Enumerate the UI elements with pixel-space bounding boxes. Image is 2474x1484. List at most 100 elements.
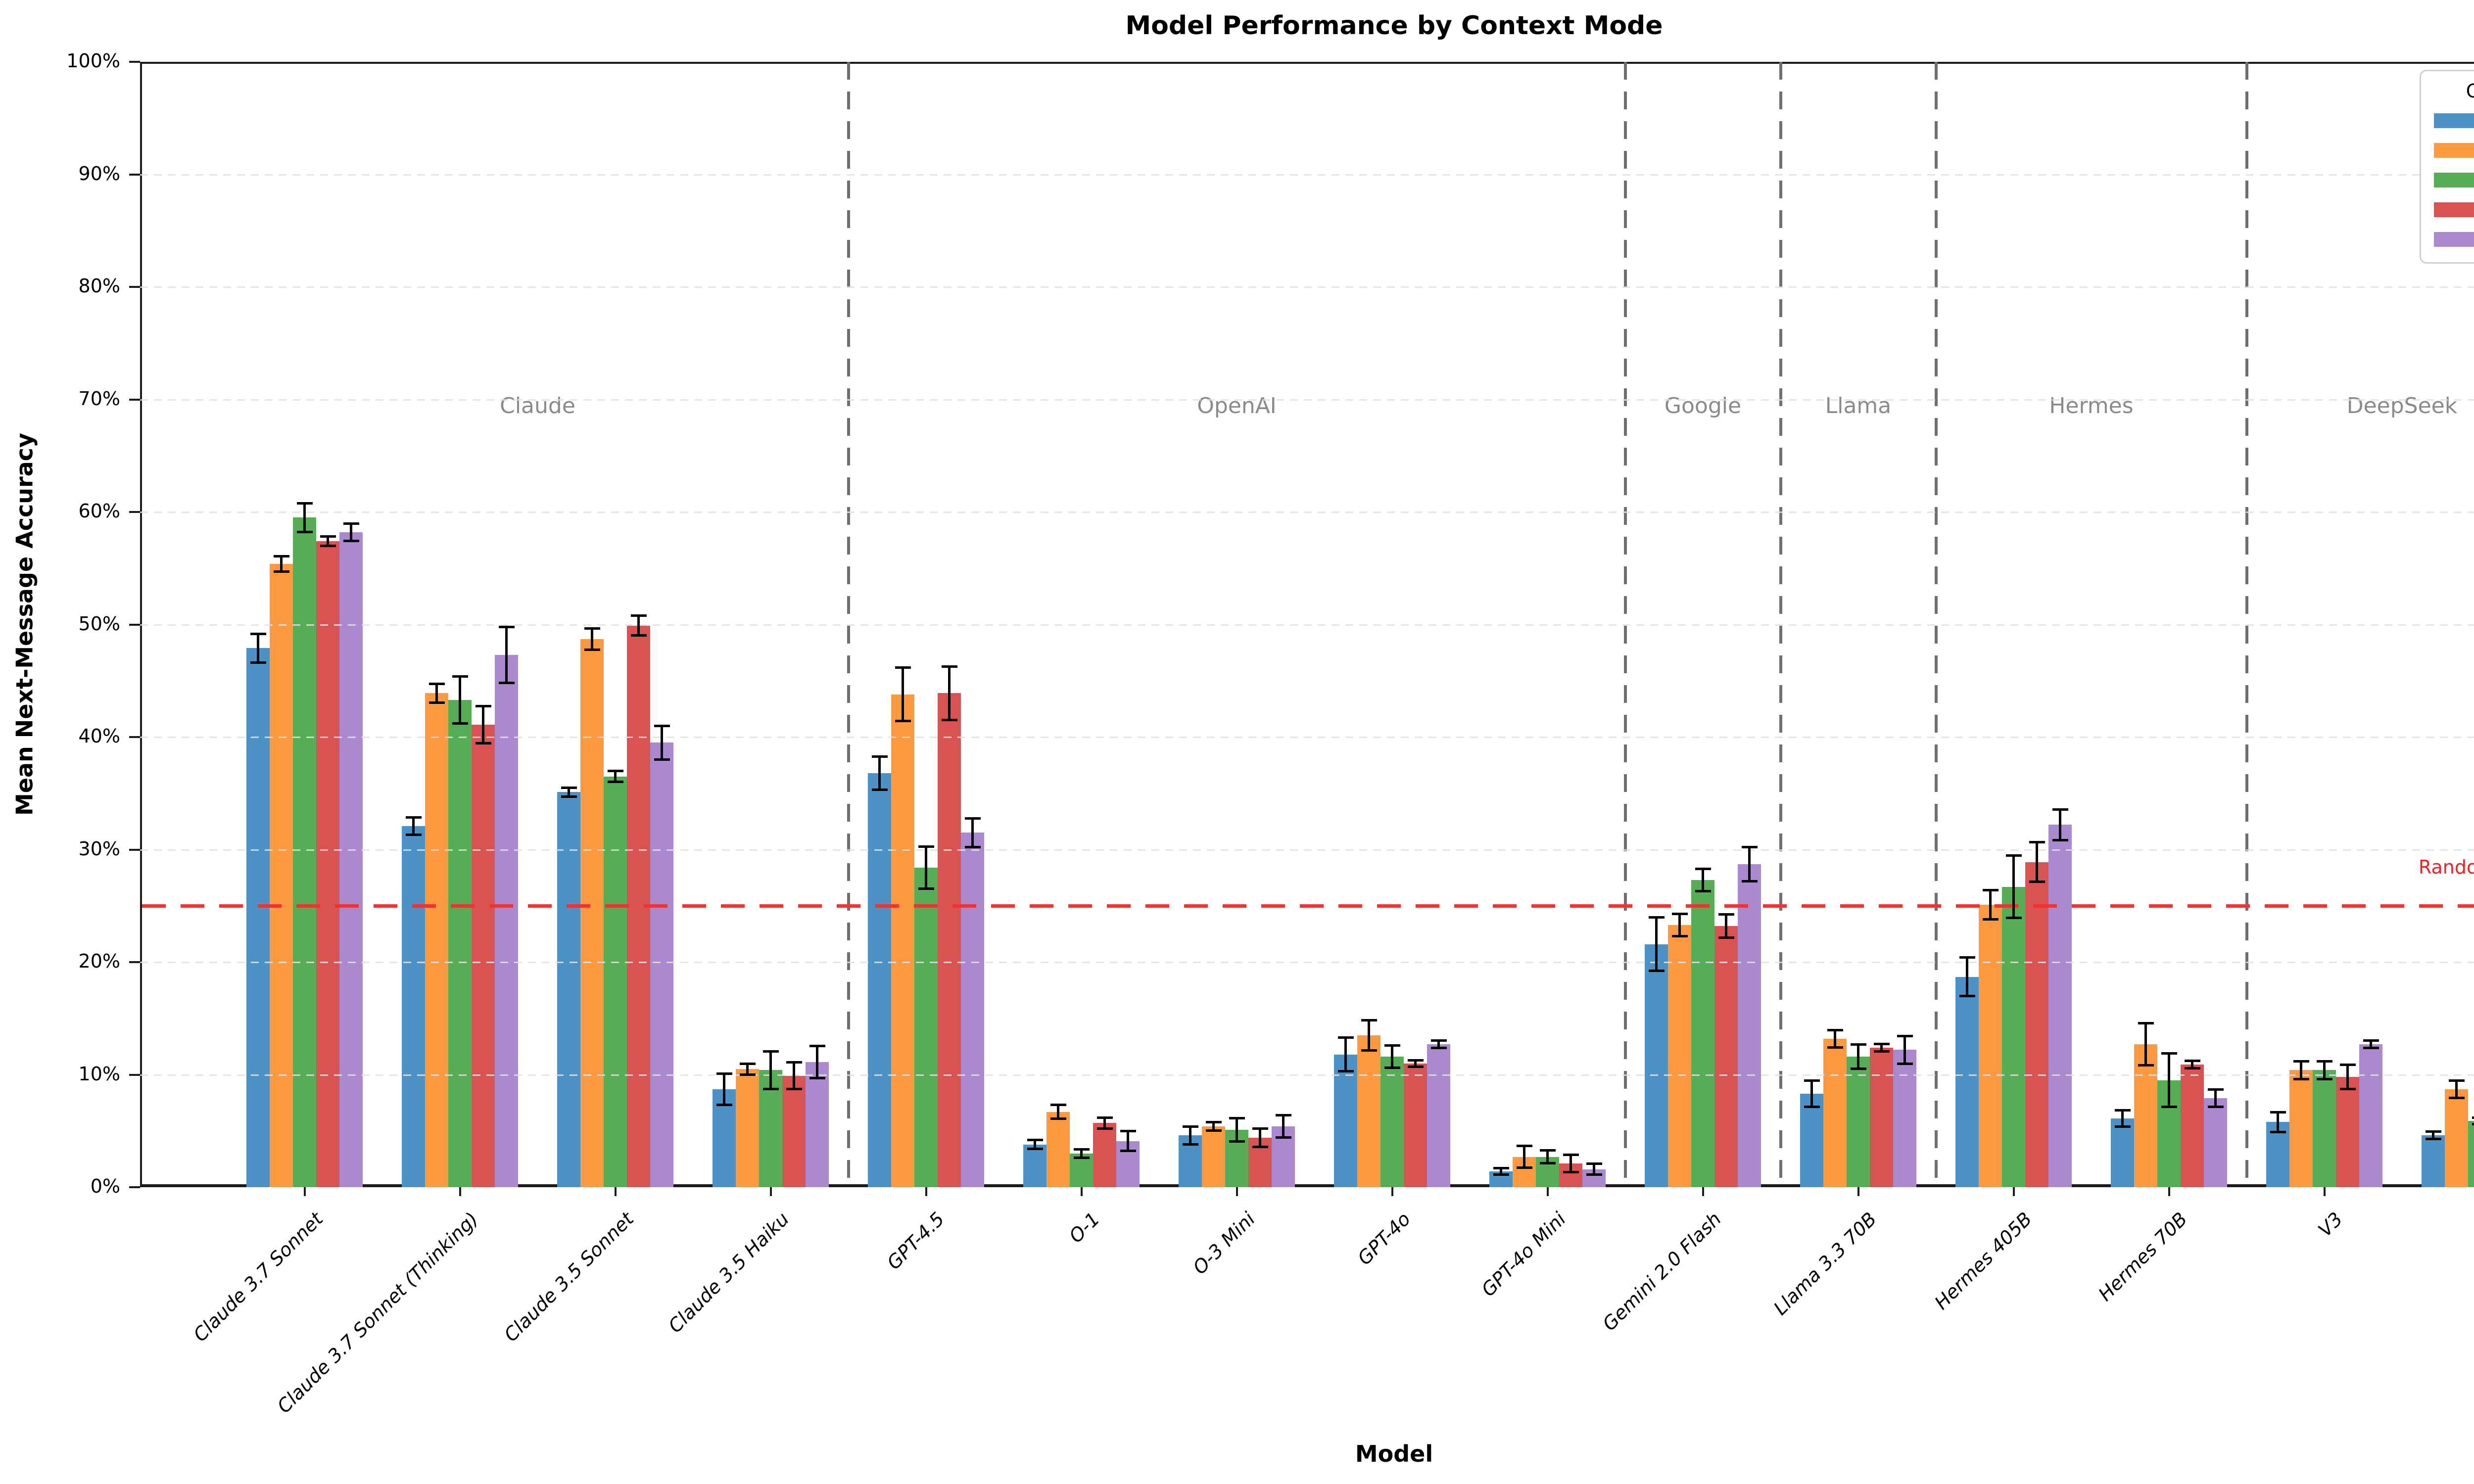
error-bar-cap — [2363, 1039, 2379, 1042]
error-bar-cap — [1384, 1044, 1400, 1047]
error-bar-cap — [871, 788, 888, 791]
error-bar — [1903, 1036, 1906, 1064]
x-tick — [925, 1187, 927, 1196]
bar — [868, 773, 891, 1187]
error-bar-cap — [1695, 889, 1711, 892]
reference-line-label: Random Guess (25%) — [2418, 856, 2474, 879]
bar — [1404, 1063, 1427, 1187]
error-bar-cap — [1563, 1154, 1579, 1157]
y-tick-label: 30% — [78, 837, 120, 860]
y-tick — [129, 848, 140, 851]
bar — [2359, 1044, 2382, 1187]
y-tick-label: 10% — [78, 1063, 120, 1085]
error-bar-cap — [1027, 1147, 1043, 1150]
error-bar-cap — [1229, 1117, 1245, 1120]
error-bar — [1344, 1037, 1347, 1071]
error-bar — [2191, 1061, 2193, 1068]
bar — [938, 693, 961, 1187]
error-bar-cap — [895, 720, 911, 723]
bar — [1334, 1054, 1357, 1187]
bar — [1714, 926, 1738, 1187]
error-bar-cap — [1050, 1117, 1066, 1120]
error-bar-cap — [1671, 934, 1688, 937]
error-bar-cap — [964, 817, 981, 820]
error-bar-cap — [2448, 1097, 2465, 1100]
error-bar-cap — [871, 755, 888, 758]
error-bar-cap — [786, 1088, 802, 1091]
error-bar-cap — [2207, 1088, 2224, 1091]
bar — [604, 776, 627, 1187]
error-bar — [1282, 1115, 1285, 1138]
error-bar — [614, 771, 617, 782]
error-bar-cap — [405, 833, 422, 836]
bar — [580, 639, 604, 1187]
error-bar-cap — [1827, 1028, 1843, 1031]
bar — [1800, 1094, 1823, 1187]
error-bar — [1391, 1045, 1393, 1068]
error-bar — [1725, 914, 1727, 938]
gridline — [140, 511, 2474, 513]
error-bar-cap — [1493, 1173, 1509, 1176]
error-bar — [637, 615, 640, 636]
y-tick-label: 60% — [78, 500, 120, 522]
error-bar — [723, 1073, 725, 1105]
error-bar-cap — [1337, 1036, 1354, 1039]
error-bar-cap — [584, 627, 600, 630]
error-bar-cap — [2052, 839, 2068, 842]
legend: Context Mode No Context 50 Raw 50 Summary 1… — [2420, 70, 2474, 264]
x-tick — [614, 1187, 617, 1196]
error-bar-cap — [1361, 1049, 1377, 1052]
error-bar-cap — [2339, 1088, 2356, 1091]
error-bar-cap — [2029, 881, 2045, 883]
y-tick-label: 80% — [78, 275, 120, 297]
error-bar-cap — [1337, 1069, 1354, 1072]
error-bar — [746, 1063, 749, 1075]
error-bar-cap — [2363, 1047, 2379, 1050]
error-bar — [2432, 1131, 2434, 1140]
error-bar-cap — [1252, 1146, 1268, 1149]
bar — [2002, 886, 2025, 1187]
error-bar-cap — [561, 787, 577, 789]
error-bar — [1702, 869, 1704, 891]
error-bar-cap — [1096, 1116, 1113, 1119]
y-tick — [129, 61, 140, 63]
error-bar — [435, 683, 438, 703]
x-tick — [459, 1187, 461, 1196]
provider-label: DeepSeek — [2346, 393, 2458, 418]
y-tick — [129, 286, 140, 288]
error-bar-cap — [1804, 1106, 1820, 1109]
x-tick — [303, 1187, 306, 1196]
bar — [2134, 1044, 2157, 1187]
error-bar — [2214, 1089, 2217, 1108]
error-bar — [1034, 1140, 1036, 1149]
error-bar — [459, 676, 461, 724]
error-bar-cap — [1182, 1125, 1198, 1128]
bar — [1847, 1057, 1870, 1187]
error-bar-cap — [1361, 1019, 1377, 1022]
error-bar-cap — [1959, 995, 1975, 998]
error-bar-cap — [2472, 1116, 2474, 1119]
error-bar-cap — [1275, 1114, 1291, 1117]
x-tick — [2323, 1187, 2326, 1196]
error-bar-cap — [1741, 845, 1758, 848]
error-bar — [1678, 914, 1681, 936]
gridline — [140, 737, 2474, 738]
error-bar-cap — [296, 502, 313, 505]
error-bar — [1437, 1040, 1440, 1049]
bar — [736, 1069, 759, 1187]
bar — [1645, 944, 1668, 1187]
bar — [2336, 1077, 2359, 1187]
error-bar-cap — [2052, 808, 2068, 811]
error-bar — [1103, 1117, 1106, 1129]
bar — [650, 742, 673, 1187]
error-bar-cap — [498, 681, 515, 684]
error-bar-cap — [320, 535, 336, 538]
error-bar — [2059, 809, 2061, 841]
error-bar-cap — [918, 845, 934, 848]
error-bar-cap — [561, 795, 577, 798]
error-bar-cap — [1120, 1130, 1136, 1133]
error-bar — [2121, 1110, 2124, 1127]
error-bar-cap — [498, 626, 515, 629]
y-tick-label: 100% — [66, 50, 120, 72]
y-tick — [129, 511, 140, 513]
